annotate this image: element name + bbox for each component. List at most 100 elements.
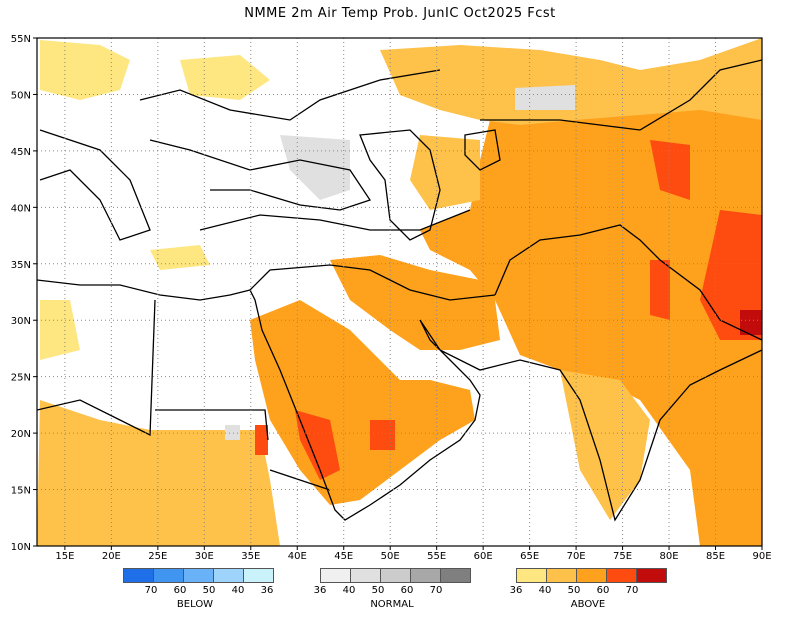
- turkey-coast: [199, 209, 471, 231]
- black-sea: [149, 139, 372, 211]
- levant-border: [249, 264, 496, 301]
- normal-sudan: [225, 425, 240, 440]
- legend-below: 70 60 50 40 36 BELOW: [123, 568, 274, 610]
- legend-normal-label: 50: [371, 585, 385, 596]
- legend-normal-name: NORMAL: [370, 599, 414, 610]
- x-axis-ticks: 15E 20E 25E 30E 35E 40E 45E 50E 55E 60E 65E 70E 75E 8…: [55, 546, 772, 562]
- map-title: NMME 2m Air Temp Prob. JunIC Oct2025 Fcs…: [244, 6, 556, 21]
- legend-below-name: BELOW: [176, 599, 214, 610]
- legend-normal-labels: 36 40 50 60 70: [314, 585, 470, 599]
- y-tick-label: 15N: [11, 486, 31, 497]
- y-tick-label: 20N: [11, 429, 31, 440]
- egypt-sudan-border: [155, 409, 269, 441]
- legend-normal-label: 70: [429, 585, 443, 596]
- x-tick-label: 15E: [55, 551, 74, 562]
- legend-below-swatch: [243, 568, 274, 583]
- y-tick-label: 25N: [11, 373, 31, 384]
- eritrea-coast: [269, 469, 331, 491]
- legend-above: 36 40 50 60 70 ABOVE: [510, 568, 667, 610]
- hotspot-70: [740, 310, 762, 335]
- arabia-above-50: [250, 300, 475, 505]
- legend-above-swatch: [606, 568, 637, 583]
- x-tick-label: 60E: [474, 551, 493, 562]
- legend-normal-swatch: [380, 568, 411, 583]
- y-tick-label: 50N: [11, 90, 31, 101]
- libya-above-36: [40, 300, 80, 360]
- legend-above-swatches: [516, 568, 667, 583]
- legend-below-swatch: [123, 568, 154, 583]
- legend-normal-swatch: [410, 568, 441, 583]
- legend-below-label: 70: [144, 585, 158, 596]
- y-tick-label: 35N: [11, 260, 31, 271]
- legend-above-label: 36: [509, 585, 523, 596]
- legend-above-labels: 36 40 50 60 70: [510, 585, 666, 599]
- x-tick-label: 80E: [660, 551, 679, 562]
- legend-normal: 36 40 50 60 70 NORMAL: [314, 568, 471, 610]
- x-tick-label: 55E: [427, 551, 446, 562]
- hotspot-1: [650, 140, 690, 200]
- europe-above-36: [40, 40, 130, 100]
- x-tick-label: 50E: [381, 551, 400, 562]
- x-tick-label: 35E: [241, 551, 260, 562]
- africa-above-40: [37, 400, 280, 546]
- legend-above-swatch: [576, 568, 607, 583]
- legend-above-swatch: [636, 568, 667, 583]
- legend-normal-swatches: [320, 568, 471, 583]
- x-tick-label: 45E: [334, 551, 353, 562]
- legend-below-label: 36: [260, 585, 274, 596]
- legend-normal-label: 40: [342, 585, 356, 596]
- legend-above-label: 70: [625, 585, 639, 596]
- aral-sea: [464, 129, 501, 171]
- kazakhstan-border: [480, 59, 762, 131]
- legend-below-swatch: [153, 568, 184, 583]
- italy-coast: [39, 129, 151, 241]
- legend-above-swatch: [516, 568, 547, 583]
- x-tick-label: 90E: [752, 551, 771, 562]
- legend-below-swatch: [213, 568, 244, 583]
- africa-border: [37, 299, 156, 437]
- legend-below-swatches: [123, 568, 274, 583]
- hotspot-pakistan: [650, 260, 670, 320]
- legend-below-label: 40: [231, 585, 245, 596]
- legend-above-label: 50: [567, 585, 581, 596]
- map-frame: [36, 37, 763, 547]
- x-tick-label: 40E: [288, 551, 307, 562]
- central-asia-above-40: [380, 38, 762, 125]
- x-tick-label: 70E: [567, 551, 586, 562]
- legend-below-labels: 70 60 50 40 36: [123, 585, 274, 599]
- y-tick-label: 55N: [11, 34, 31, 45]
- legend-below-label: 60: [173, 585, 187, 596]
- south-asia-border: [494, 224, 762, 341]
- legend-normal-label: 36: [313, 585, 327, 596]
- hotspot-arabia: [370, 420, 395, 450]
- legend-above-label: 60: [596, 585, 610, 596]
- legend-normal-swatch: [350, 568, 381, 583]
- y-tick-label: 40N: [11, 203, 31, 214]
- legend-below-swatch: [183, 568, 214, 583]
- y-tick-label: 10N: [11, 542, 31, 553]
- caspian-sea: [359, 129, 441, 241]
- x-tick-label: 85E: [706, 551, 725, 562]
- hotspot-sudan: [255, 425, 268, 455]
- legend-above-label: 40: [538, 585, 552, 596]
- southern-coast: [37, 279, 762, 522]
- x-tick-label: 20E: [102, 551, 121, 562]
- legend-normal-swatch: [320, 568, 351, 583]
- legend-above-name: ABOVE: [570, 599, 606, 610]
- iran-above-50: [330, 255, 500, 350]
- legend-above-swatch: [546, 568, 577, 583]
- x-tick-label: 75E: [613, 551, 632, 562]
- hotspot-red-sea: [295, 410, 340, 480]
- x-tick-label: 30E: [195, 551, 214, 562]
- normal-kazakhstan: [515, 85, 575, 110]
- y-axis-ticks: 55N 50N 45N 40N 35N 30N 25N 20N 15N 10N: [11, 34, 37, 553]
- legend-normal-swatch: [440, 568, 471, 583]
- legend-below-label: 50: [202, 585, 216, 596]
- legend-normal-label: 60: [400, 585, 414, 596]
- caspian-above-40: [410, 135, 480, 210]
- y-tick-label: 30N: [11, 316, 31, 327]
- x-tick-label: 25E: [148, 551, 167, 562]
- x-tick-label: 65E: [520, 551, 539, 562]
- coastlines: [37, 59, 762, 522]
- europe-border: [139, 69, 441, 121]
